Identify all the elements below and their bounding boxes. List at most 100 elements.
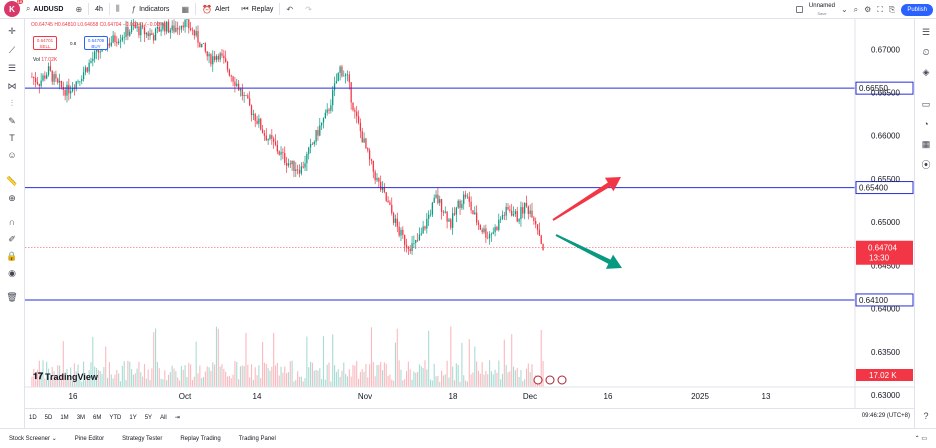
volume-bar <box>167 374 170 387</box>
fullscreen-icon[interactable]: ⛶ <box>877 4 883 14</box>
candle-body <box>453 213 456 215</box>
candle-body <box>440 199 443 212</box>
layout-name-button[interactable]: Unnamed Save <box>809 3 835 17</box>
range-1d[interactable]: 1D <box>29 414 37 421</box>
zoom-icon[interactable]: ⊕ <box>8 192 16 203</box>
volume-bar <box>439 381 441 387</box>
interval-selector[interactable]: 4h <box>89 0 109 19</box>
volume-bar <box>173 368 175 387</box>
price-axis[interactable]: 0.67000 0.66500 0.66000 0.65500 0.65000 0.645… <box>854 19 913 408</box>
indicators-button[interactable]: ƒ Indicators <box>126 0 176 19</box>
tab-stock-screener[interactable]: Stock Screener ⌄ <box>9 436 57 442</box>
layout-icon[interactable] <box>795 6 803 13</box>
brush-icon[interactable]: ✎ <box>8 115 16 126</box>
candle-body <box>158 27 160 32</box>
chevron-down-icon[interactable]: ⌄ <box>840 5 848 14</box>
volume-bar <box>404 379 406 387</box>
candle-body <box>86 67 88 72</box>
trend-line-icon[interactable]: ⟋ <box>8 44 16 55</box>
volume-bar <box>326 364 328 387</box>
range-1y[interactable]: 1Y <box>129 414 137 421</box>
sell-button[interactable]: 0.64701 SELL <box>33 36 57 50</box>
candle-body <box>381 187 384 190</box>
pattern-icon[interactable]: ⋈ <box>7 80 17 91</box>
gear-icon[interactable]: ⚙ <box>864 5 872 14</box>
time-axis[interactable]: 16 Oct 14 Nov 18 Dec 16 2025 13 <box>25 375 914 401</box>
range-ytd[interactable]: YTD <box>109 414 122 421</box>
lock-drawing-icon[interactable]: ✐ <box>8 233 16 244</box>
compare-button[interactable]: ⊕ <box>69 0 88 19</box>
chart-type-button[interactable]: ⫼ <box>110 0 126 19</box>
emoji-icon[interactable]: ☺ <box>7 150 17 160</box>
collapse-panel-icon[interactable]: ⌃ ▭ <box>914 436 927 442</box>
symbol-search[interactable]: ⌕ AUDUSD <box>20 0 69 19</box>
range-all[interactable]: All <box>160 414 167 421</box>
range-5y[interactable]: 5Y <box>144 414 153 421</box>
publish-button[interactable]: Publish <box>901 3 933 16</box>
crosshair-icon[interactable]: ✛ <box>8 25 16 36</box>
volume-bar <box>83 361 85 387</box>
candle-body <box>147 32 149 37</box>
volume-bar <box>145 378 147 387</box>
candle-body <box>197 31 199 43</box>
watchlist-icon[interactable]: ☰ <box>921 26 931 37</box>
volume-bar <box>531 364 533 387</box>
candle-body <box>134 25 136 28</box>
fib-icon[interactable]: ☰ <box>7 62 17 73</box>
candle-body <box>387 200 389 203</box>
signal-icon[interactable]: ⦿ <box>921 159 931 170</box>
undo-button[interactable]: ↶ <box>280 0 299 19</box>
tab-trading-panel[interactable]: Trading Panel <box>238 435 276 442</box>
camera-icon[interactable]: ⎘ <box>888 4 896 14</box>
buy-button[interactable]: 0.64709 BUY <box>84 36 108 50</box>
templates-button[interactable]: ▦ <box>175 0 195 19</box>
ideas-icon[interactable]: ◔ <box>923 119 929 129</box>
range-3m[interactable]: 3M <box>76 414 86 421</box>
candle-body <box>320 122 323 126</box>
tab-strategy-tester[interactable]: Strategy Tester <box>122 435 163 442</box>
redo-button[interactable]: ↷ <box>299 0 318 19</box>
volume-bar <box>343 362 345 387</box>
search-icon[interactable]: ⌕ <box>853 4 859 14</box>
chat-icon[interactable]: ▭ <box>921 98 931 109</box>
candle-body <box>494 227 496 233</box>
replay-button[interactable]: ⏮ Replay <box>235 0 279 19</box>
volume-bar <box>494 369 496 387</box>
alarm-clock-icon[interactable]: ⏲ <box>922 46 930 57</box>
tab-replay-trading[interactable]: Replay Trading <box>180 435 221 442</box>
volume-bar <box>195 341 197 387</box>
ruler-icon[interactable]: 📏 <box>6 175 18 186</box>
magnet-icon[interactable]: ∩ <box>8 217 16 227</box>
help-icon[interactable]: ? <box>923 411 929 421</box>
volume-bar <box>341 370 343 387</box>
volume-bar <box>70 367 72 387</box>
volume-bar <box>81 381 83 387</box>
date-picker-icon[interactable]: ⇥ <box>174 415 180 421</box>
trash-icon[interactable]: 🗑 <box>6 291 18 302</box>
volume-bar <box>396 328 398 387</box>
calendar-icon[interactable]: ▦ <box>921 138 931 149</box>
volume-bar <box>260 378 262 387</box>
candle-body <box>70 91 72 94</box>
timezone-clock[interactable]: 09:46:29 (UTC+8) <box>861 413 910 419</box>
lock-icon[interactable]: 🔒 <box>6 250 18 261</box>
range-5d[interactable]: 5D <box>44 414 53 421</box>
eye-icon[interactable]: ◉ <box>8 267 16 278</box>
range-6m[interactable]: 6M <box>93 414 102 421</box>
volume-bar <box>188 362 190 387</box>
volume-bar <box>369 364 371 387</box>
tradingview-logo[interactable]: 𝟏𝟕 TradingView <box>33 371 98 382</box>
alert-button[interactable]: ⏰ Alert <box>196 0 235 19</box>
candles-icon: ⫼ <box>115 4 120 13</box>
text-icon[interactable]: T <box>9 133 15 143</box>
tab-pine-editor[interactable]: Pine Editor <box>74 435 105 442</box>
range-1m[interactable]: 1M <box>60 414 69 421</box>
projection-icon[interactable]: ⫶ <box>10 97 14 108</box>
chart-area[interactable]: 0.66550 0.65400 0.64100 0.67000 0.66500 0.66… <box>25 12 914 428</box>
layers-icon[interactable]: ◈ <box>922 66 930 77</box>
user-avatar[interactable]: K 10 <box>4 0 23 17</box>
candle-body <box>236 83 238 86</box>
candle-body <box>297 169 299 171</box>
candle-body <box>429 214 432 216</box>
